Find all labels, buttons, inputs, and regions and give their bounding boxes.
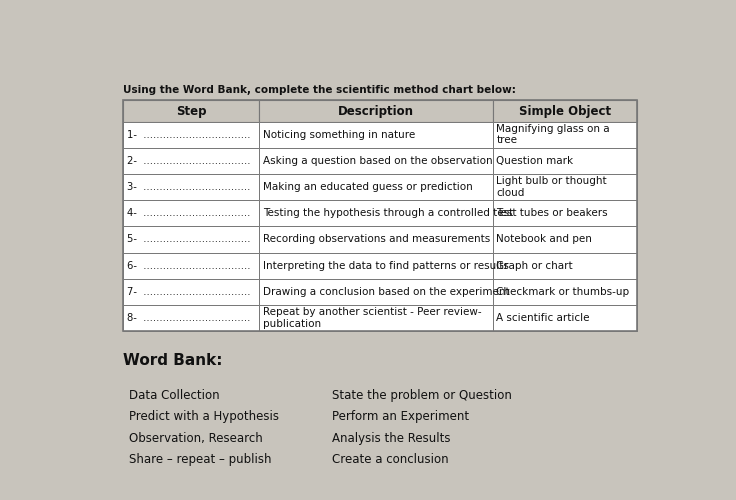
Text: Magnifying glass on a
tree: Magnifying glass on a tree: [496, 124, 610, 146]
Bar: [493, 122, 637, 148]
Text: Making an educated guess or prediction: Making an educated guess or prediction: [263, 182, 473, 192]
Bar: [259, 278, 493, 305]
Text: 3-  .................................: 3- .................................: [127, 182, 250, 192]
Text: Simple Object: Simple Object: [519, 104, 611, 118]
Text: 1-  .................................: 1- .................................: [127, 130, 250, 140]
Text: Question mark: Question mark: [496, 156, 573, 166]
Text: Noticing something in nature: Noticing something in nature: [263, 130, 415, 140]
Bar: [124, 100, 637, 331]
Bar: [124, 278, 259, 305]
Text: Repeat by another scientist - Peer review-
publication: Repeat by another scientist - Peer revie…: [263, 307, 481, 329]
Text: Test tubes or beakers: Test tubes or beakers: [496, 208, 608, 218]
Text: 2-  .................................: 2- .................................: [127, 156, 250, 166]
Text: Checkmark or thumbs-up: Checkmark or thumbs-up: [496, 287, 629, 297]
Bar: [493, 200, 637, 226]
Bar: [493, 305, 637, 331]
Text: Analysis the Results: Analysis the Results: [331, 432, 450, 444]
Bar: [124, 305, 259, 331]
Bar: [124, 200, 259, 226]
Bar: [493, 252, 637, 278]
Text: Using the Word Bank, complete the scientific method chart below:: Using the Word Bank, complete the scient…: [124, 84, 516, 94]
Text: Notebook and pen: Notebook and pen: [496, 234, 592, 244]
Text: Create a conclusion: Create a conclusion: [331, 452, 448, 466]
Bar: [493, 226, 637, 252]
Text: Testing the hypothesis through a controlled test: Testing the hypothesis through a control…: [263, 208, 513, 218]
Bar: [493, 148, 637, 174]
Bar: [124, 100, 259, 121]
Text: Recording observations and measurements: Recording observations and measurements: [263, 234, 490, 244]
Text: Observation, Research: Observation, Research: [129, 432, 263, 444]
Bar: [259, 305, 493, 331]
Bar: [124, 252, 259, 278]
Text: 4-  .................................: 4- .................................: [127, 208, 250, 218]
Bar: [259, 100, 493, 121]
Text: A scientific article: A scientific article: [496, 313, 590, 323]
Text: Interpreting the data to find patterns or results: Interpreting the data to find patterns o…: [263, 260, 509, 270]
Bar: [259, 148, 493, 174]
Bar: [493, 100, 637, 121]
Bar: [124, 148, 259, 174]
Text: 8-  .................................: 8- .................................: [127, 313, 250, 323]
Text: Share – repeat – publish: Share – repeat – publish: [129, 452, 272, 466]
Text: State the problem or Question: State the problem or Question: [331, 389, 512, 402]
Text: Step: Step: [176, 104, 207, 118]
Bar: [259, 252, 493, 278]
Bar: [259, 226, 493, 252]
Text: Drawing a conclusion based on the experiment: Drawing a conclusion based on the experi…: [263, 287, 509, 297]
Bar: [493, 174, 637, 200]
Bar: [259, 200, 493, 226]
Text: Light bulb or thought
cloud: Light bulb or thought cloud: [496, 176, 607, 198]
Text: Predict with a Hypothesis: Predict with a Hypothesis: [129, 410, 279, 424]
Text: 5-  .................................: 5- .................................: [127, 234, 250, 244]
Text: Description: Description: [339, 104, 414, 118]
Bar: [124, 174, 259, 200]
Bar: [124, 122, 259, 148]
Text: 7-  .................................: 7- .................................: [127, 287, 250, 297]
Text: Word Bank:: Word Bank:: [124, 353, 223, 368]
Bar: [259, 122, 493, 148]
Bar: [124, 226, 259, 252]
Text: Graph or chart: Graph or chart: [496, 260, 573, 270]
Bar: [259, 174, 493, 200]
Bar: [493, 278, 637, 305]
Text: Perform an Experiment: Perform an Experiment: [331, 410, 469, 424]
Text: Data Collection: Data Collection: [129, 389, 220, 402]
Text: 6-  .................................: 6- .................................: [127, 260, 250, 270]
Text: Asking a question based on the observation: Asking a question based on the observati…: [263, 156, 492, 166]
